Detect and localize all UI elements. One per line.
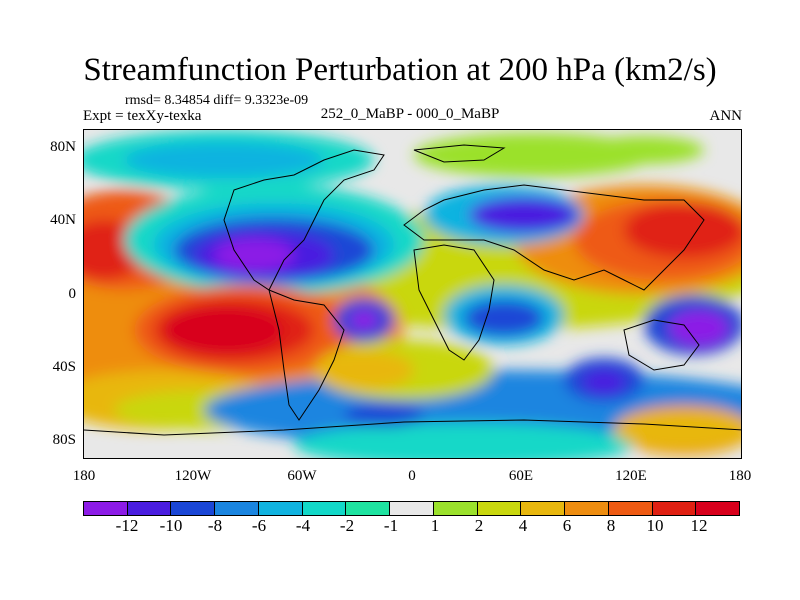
lat-label: 0 [68,286,77,302]
lon-label: 180 [72,468,96,484]
colorbar-bin [651,501,697,516]
stats-line: rmsd= 8.34854 diff= 9.3323e-09 [125,93,309,108]
colorbar-bin [520,501,566,516]
colorbar-label: -12 [115,516,139,535]
season-label: ANN [709,108,743,124]
lat-label: 80S [52,432,76,448]
lon-label: 180 [728,468,752,484]
colorbar-label: 6 [562,516,572,535]
colorbar-label: 2 [474,516,484,535]
colorbar-bin [83,501,128,516]
colorbar-bin [695,501,741,516]
colorbar-bin [170,501,216,516]
colorbar-label: 10 [646,516,664,535]
colorbar-label: -4 [295,516,311,535]
colorbar-label: -2 [339,516,355,535]
colorbar-label: -6 [251,516,267,535]
lon-label: 120W [174,468,212,484]
colorbar-bin [432,501,478,516]
field-shading [84,130,741,458]
colorbar-bin [214,501,259,516]
lat-label: 40N [50,212,76,228]
experiment-label: Expt = texXy-texka [83,108,202,124]
colorbar [83,501,741,516]
colorbar-bin [564,501,609,516]
colorbar-label: -10 [159,516,183,535]
lat-label: 40S [52,359,76,375]
colorbar-bin [257,501,303,516]
contour-map [83,129,742,459]
colorbar-bin [607,501,653,516]
colorbar-label: 4 [518,516,528,535]
lon-label: 0 [408,468,416,484]
colorbar-bin [476,501,522,516]
figure-title: Streamfunction Perturbation at 200 hPa (… [83,52,717,88]
colorbar-label: 1 [430,516,440,535]
colorbar-bin [345,501,391,516]
lat-label: 80N [50,139,76,155]
lon-label: 60W [287,468,317,484]
colorbar-bin [301,501,347,516]
comparison-label: 252_0_MaBP - 000_0_MaBP [320,106,500,122]
lon-label: 120E [615,468,647,484]
lon-label: 60E [508,468,534,484]
coastlines [84,144,741,436]
colorbar-bin [389,501,434,516]
colorbar-label: -1 [383,516,399,535]
colorbar-bin [126,501,172,516]
colorbar-label: 8 [606,516,616,535]
colorbar-label: 12 [690,516,708,535]
colorbar-label: -8 [207,516,223,535]
